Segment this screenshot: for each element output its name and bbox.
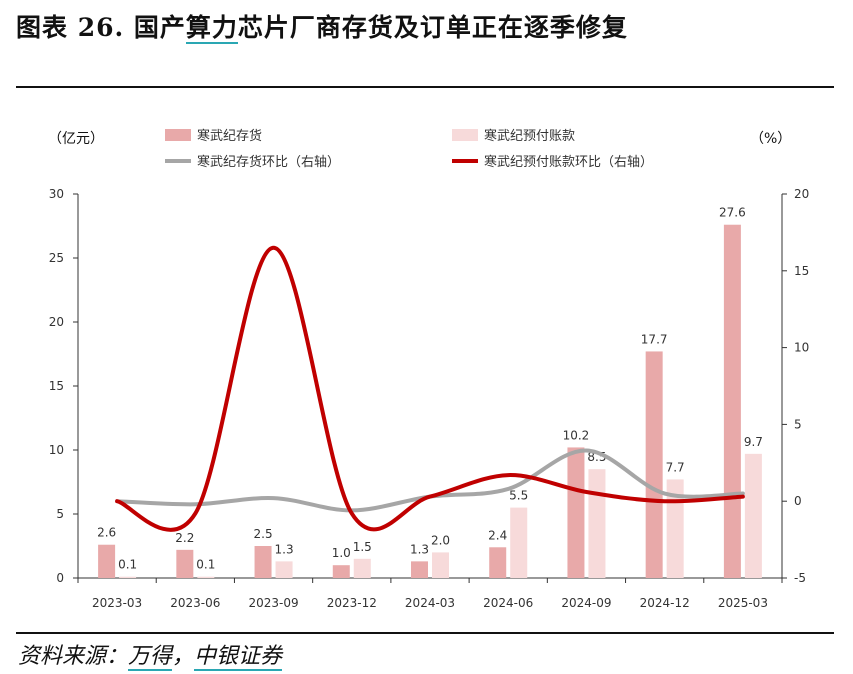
legend-swatch-inventory-qoq [165,158,191,163]
inventory-bar-label: 2.5 [254,527,273,541]
prepayment-bar-label: 0.1 [118,558,137,572]
inventory-bar [567,447,585,578]
x-tick-label: 2023-06 [170,596,220,610]
right-y-tick-label: 10 [794,341,809,355]
inventory-bar-label: 2.6 [97,526,116,540]
left-y-tick-label: 20 [49,315,64,329]
prepayment-qoq-line [115,245,745,532]
prepayment-bar [666,479,684,578]
inventory-bar-label: 2.2 [175,531,194,545]
prepayment-bar-label: 1.3 [275,542,294,556]
prepayment-bar-label: 2.0 [431,533,450,547]
inventory-bar [98,544,116,578]
inventory-bar-label: 1.0 [332,546,351,560]
x-tick-label: 2024-12 [640,596,690,610]
prepayment-bar-label: 1.5 [353,540,372,554]
page-title: 图表 26. 国产算力芯片厂商存货及订单正在逐季修复 [16,13,628,44]
prepayment-bar [197,576,215,578]
left-y-tick-label: 0 [56,571,64,585]
right-y-tick-label: 20 [794,187,809,201]
right-y-tick-label: 0 [794,494,802,508]
legend-swatch-prepayment [452,128,478,141]
inventory-bar-label: 17.7 [641,332,668,346]
left-axis-unit: （亿元） [48,131,104,147]
right-y-tick-label: 5 [794,417,802,431]
bottom-divider [16,632,834,634]
prepayment-bar [119,576,137,578]
prepayment-bar-label: 7.7 [666,460,685,474]
legend-item-prepayment: 寒武纪预付账款 [452,125,575,144]
prepayment-bar [588,469,606,578]
inventory-bar [254,546,272,578]
legend-label-prepayment: 寒武纪预付账款 [484,129,576,144]
prepayment-bar [510,507,528,578]
source-note: 资料来源：万得，中银证券 [18,644,283,671]
inventory-bar [723,224,741,578]
inventory-bar [176,549,194,578]
x-tick-label: 2024-06 [483,596,533,610]
prepayment-bar-label: 5.5 [509,489,528,503]
legend-label-inventory: 寒武纪存货 [197,129,263,144]
x-tick-label: 2023-03 [92,596,142,610]
inventory-bar [411,561,428,578]
inventory-bar-label: 27.6 [719,206,746,220]
x-tick-label: 2023-09 [248,596,298,610]
inventory-bar [489,547,507,578]
right-y-tick-label: 15 [794,264,809,278]
prepayment-bar-label: 9.7 [744,435,763,449]
left-y-tick-label: 25 [49,251,64,265]
top-divider [16,86,834,88]
prepayment-bar [275,561,293,578]
right-y-tick-label: -5 [794,571,806,585]
prepayment-bar [744,453,762,578]
prepayment-bar-label: 0.1 [196,558,215,572]
left-y-tick-label: 5 [56,507,64,521]
legend-swatch-inventory [165,128,191,141]
x-tick-label: 2025-03 [718,596,768,610]
legend-label-prepayment-qoq: 寒武纪预付账款环比（右轴） [484,155,654,170]
x-tick-label: 2023-12 [327,596,377,610]
legend-label-inventory-qoq: 寒武纪存货环比（右轴） [197,155,341,170]
x-tick-label: 2024-03 [405,596,455,610]
legend-item-inventory-qoq: 寒武纪存货环比（右轴） [165,151,340,170]
inventory-bar-label: 10.2 [563,428,590,442]
prepayment-bar [353,558,371,578]
x-tick-label: 2024-09 [561,596,611,610]
inventory-bar [645,351,663,578]
left-y-tick-label: 10 [49,443,64,457]
inventory-bar-label: 1.3 [410,542,429,556]
left-y-tick-label: 30 [49,187,64,201]
legend-swatch-prepayment-qoq [452,158,478,163]
right-axis-unit: （%） [750,131,792,147]
prepayment-bar [432,552,449,578]
legend-item-inventory: 寒武纪存货 [165,125,262,144]
inventory-bar [332,565,350,578]
legend-item-prepayment-qoq: 寒武纪预付账款环比（右轴） [452,151,653,170]
left-y-tick-label: 15 [49,379,64,393]
inventory-bar-label: 2.4 [488,528,507,542]
